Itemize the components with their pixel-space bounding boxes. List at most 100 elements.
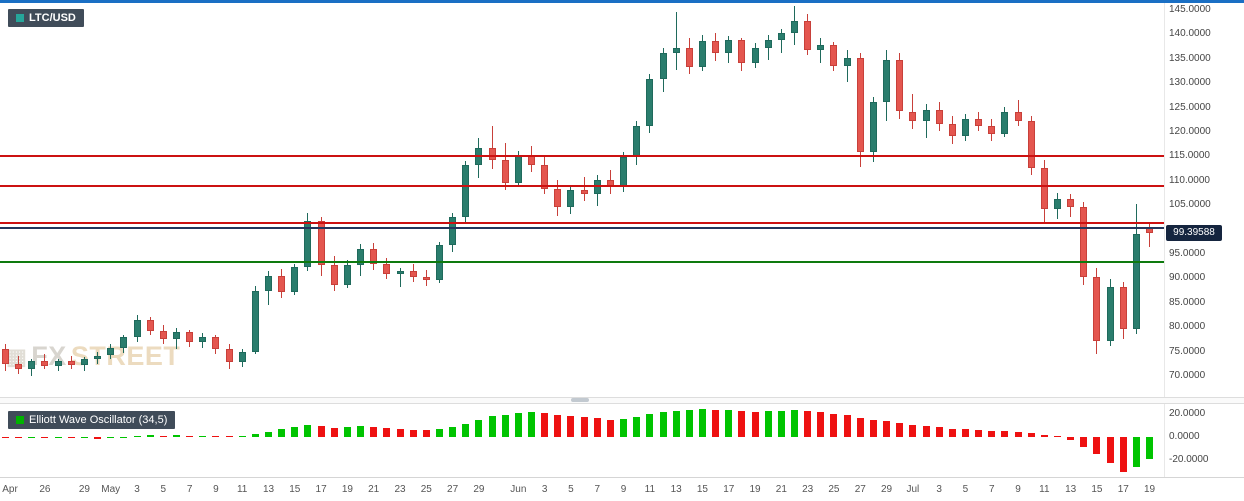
x-axis-label: 19 [749,484,761,495]
candle [1027,121,1035,169]
oscillator-badge[interactable]: Elliott Wave Oscillator (34,5) [8,411,176,429]
oscillator-bar [567,416,575,437]
oscillator-bar [265,431,272,437]
oscillator-bar [28,437,36,439]
oscillator-bar [462,423,470,437]
candle [238,351,246,363]
candle [896,59,904,112]
oscillator-bar [1080,437,1088,447]
oscillator-bar [1014,431,1022,437]
candle [172,332,180,340]
x-axis-label: 11 [644,484,656,495]
oscillator-bar [238,436,246,437]
oscillator-bar [554,414,562,437]
oscillator-bar [698,409,706,437]
oscillator-bar [909,425,917,437]
candle [1093,277,1101,341]
candle [988,126,996,134]
candle [357,249,365,265]
candle [909,111,917,122]
price-axis-border [1164,3,1165,477]
candle [1106,287,1114,341]
candle [869,101,877,153]
candle [107,347,115,356]
x-axis-label: 15 [696,484,708,495]
candle [501,160,509,183]
candle [225,349,233,363]
candle [120,336,128,348]
oscillator-bar [120,437,128,438]
x-axis-label: 23 [394,484,406,495]
oscillator-bar [633,416,641,437]
oscillator-bar [896,423,904,437]
candle [159,331,167,340]
price-level-line [0,155,1164,158]
candle [199,336,207,342]
oscillator-bar [514,412,522,437]
y-axis-label: 115.0000 [1169,150,1210,162]
candle [1132,233,1140,330]
x-axis-label: 25 [828,484,840,495]
x-axis-label: 27 [447,484,459,495]
candle [265,275,272,291]
oscillator-bar [251,433,259,437]
candle [659,52,667,80]
candle [948,124,956,136]
candle-wick [583,176,585,202]
y-axis-label: 75.0000 [1169,345,1206,357]
panel-resize-handle[interactable] [571,398,589,402]
oscillator-bar [791,410,798,437]
candle [1014,111,1022,122]
candle [541,165,549,189]
symbol-badge[interactable]: LTC/USD [8,9,84,27]
symbol-label: LTC/USD [29,12,76,24]
oscillator-bar [777,411,785,437]
candle [396,270,404,275]
candle [133,319,141,337]
candle [685,48,693,67]
candle [1119,287,1127,330]
oscillator-bar [396,428,404,437]
y-axis-label: 125.0000 [1169,101,1211,113]
price-badge: 99.39588 [1166,224,1222,241]
oscillator-bar [975,429,983,437]
candle-wick [491,126,493,169]
x-axis-label: 3 [936,484,942,495]
candle-wick [912,93,914,130]
candle [1001,111,1009,134]
oscillator-bar [15,437,23,439]
oscillator-bar [738,411,746,437]
candle [646,79,654,127]
oscillator-bar [883,421,891,437]
candle [146,319,154,332]
oscillator-axis-label: 20.0000 [1169,408,1206,420]
oscillator-bar [804,411,812,437]
oscillator-bar [317,426,325,437]
x-axis-label: 9 [620,484,627,495]
candle [843,57,851,66]
x-axis-label: 17 [315,484,327,495]
oscillator-bar [291,427,299,437]
oscillator-bar [528,412,535,437]
oscillator-bar [751,411,759,437]
candle [1067,199,1075,208]
oscillator-bar [764,411,772,437]
oscillator-bar [961,429,969,437]
candle [698,41,706,67]
oscillator-bar [1001,431,1009,437]
x-axis-label: 29 [880,484,893,495]
candle [317,220,325,265]
oscillator-bar [54,437,62,439]
x-axis-label: 13 [1065,484,1077,495]
oscillator-bar [449,427,457,437]
oscillator-bar [1027,433,1035,437]
oscillator-bar [1054,436,1061,437]
oscillator-bar [1132,437,1140,468]
x-axis-label: 29 [473,484,485,495]
panel-divider [0,397,1244,404]
